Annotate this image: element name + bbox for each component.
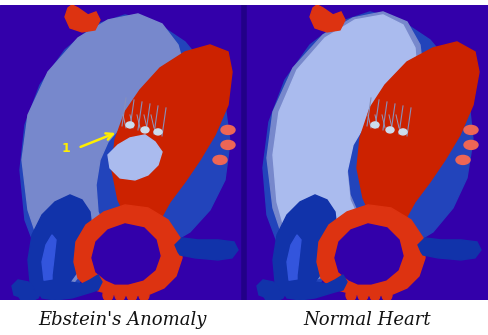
Polygon shape <box>266 12 422 282</box>
Ellipse shape <box>126 122 134 128</box>
Ellipse shape <box>139 289 149 301</box>
Polygon shape <box>316 205 424 296</box>
Polygon shape <box>42 235 56 290</box>
Ellipse shape <box>213 155 226 164</box>
Ellipse shape <box>221 140 235 149</box>
Polygon shape <box>263 12 472 288</box>
Ellipse shape <box>455 155 469 164</box>
Polygon shape <box>108 135 162 180</box>
Polygon shape <box>38 275 102 300</box>
Polygon shape <box>334 224 402 284</box>
Polygon shape <box>272 15 416 280</box>
Polygon shape <box>22 14 184 285</box>
Ellipse shape <box>385 127 393 133</box>
Polygon shape <box>28 195 92 298</box>
Ellipse shape <box>463 140 477 149</box>
Polygon shape <box>309 5 345 32</box>
Ellipse shape <box>369 289 379 301</box>
Polygon shape <box>12 280 34 298</box>
Polygon shape <box>65 5 100 32</box>
Polygon shape <box>263 288 285 302</box>
Text: Ebstein's Anomaly: Ebstein's Anomaly <box>38 311 206 329</box>
Polygon shape <box>257 280 279 298</box>
Ellipse shape <box>141 127 149 133</box>
Polygon shape <box>272 195 336 298</box>
Ellipse shape <box>103 289 113 301</box>
Text: 1: 1 <box>62 142 71 155</box>
Text: Normal Heart: Normal Heart <box>303 311 429 329</box>
Ellipse shape <box>370 122 378 128</box>
Ellipse shape <box>127 289 137 301</box>
Polygon shape <box>283 275 346 300</box>
Ellipse shape <box>154 129 162 135</box>
Ellipse shape <box>115 289 125 301</box>
Polygon shape <box>20 15 229 290</box>
Ellipse shape <box>463 125 477 134</box>
Ellipse shape <box>398 129 406 135</box>
Polygon shape <box>18 288 40 302</box>
Ellipse shape <box>346 289 355 301</box>
Polygon shape <box>417 238 480 260</box>
Polygon shape <box>356 42 478 245</box>
Polygon shape <box>175 238 238 260</box>
Polygon shape <box>112 45 231 245</box>
Ellipse shape <box>357 289 367 301</box>
Polygon shape <box>74 205 182 296</box>
Polygon shape <box>92 224 160 284</box>
Ellipse shape <box>381 289 391 301</box>
Polygon shape <box>286 235 301 290</box>
Ellipse shape <box>221 125 235 134</box>
